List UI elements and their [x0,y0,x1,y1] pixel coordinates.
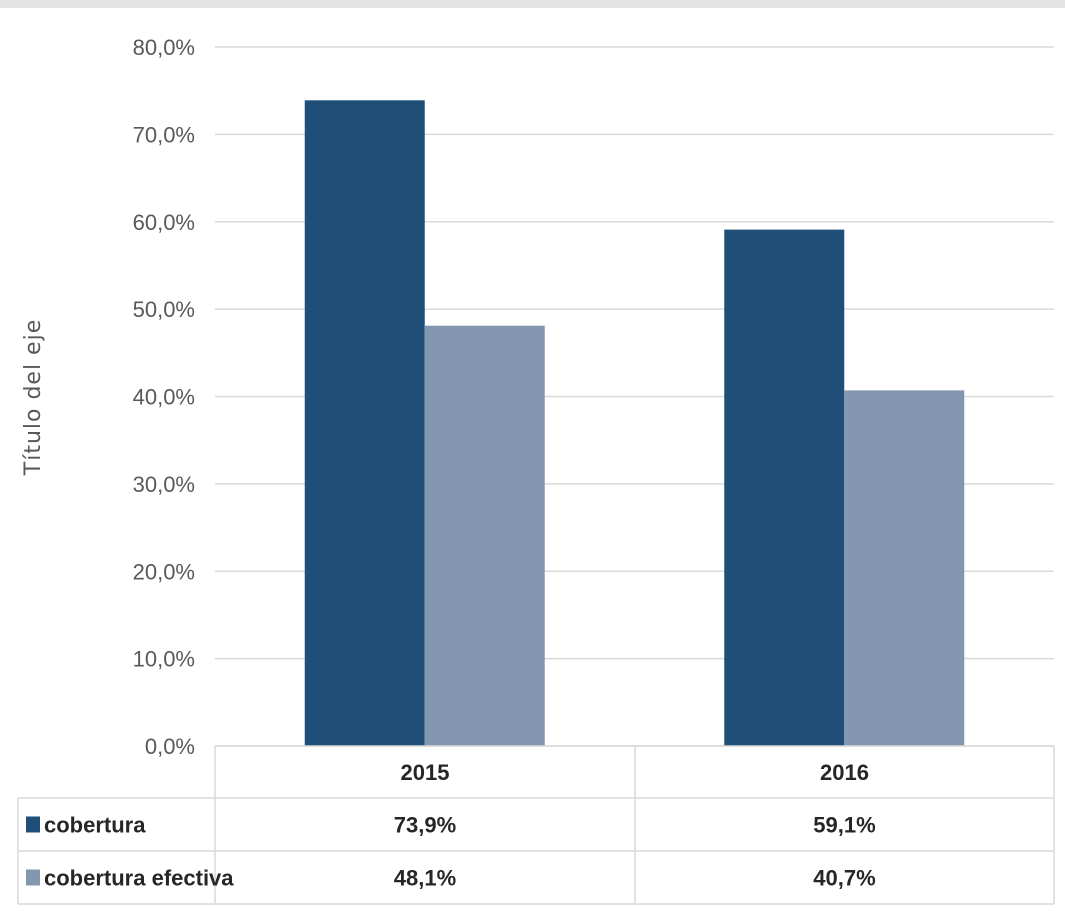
y-axis-title: Título del eje [21,319,46,476]
y-tick-label: 40,0% [133,385,195,410]
data-value-label: 48,1% [394,866,456,891]
data-value-label: 73,9% [394,813,456,838]
top-border [0,0,1065,8]
bar-cobertura-efectiva-2016 [844,390,965,746]
legend-label: cobertura [44,813,146,838]
y-tick-label: 30,0% [133,472,195,497]
y-tick-label: 70,0% [133,122,195,147]
x-tick-label: 2016 [820,760,869,785]
y-tick-label: 60,0% [133,210,195,235]
bar-cobertura-efectiva-2015 [424,325,545,746]
data-table: 2015 2016 cobertura 73,9% 59,1% cobertura efe… [17,745,1055,905]
legend-label: cobertura efectiva [44,866,234,891]
data-value-label: 59,1% [813,813,875,838]
y-axis-tick-labels: 0,0% 10,0% 20,0% 30,0% 40,0% 50,0% 60,0% 70,0% 8… [133,35,195,759]
bar-cobertura-2015 [304,100,425,746]
y-tick-label: 0,0% [145,734,195,759]
bar-cobertura-2016 [724,229,845,746]
data-value-label: 40,7% [813,866,875,891]
y-tick-label: 20,0% [133,559,195,584]
x-tick-label: 2015 [401,760,450,785]
bars [304,100,965,746]
y-tick-label: 80,0% [133,35,195,60]
y-tick-label: 50,0% [133,297,195,322]
legend-key-cobertura [26,816,40,833]
y-tick-label: 10,0% [133,647,195,672]
legend-key-cobertura-efectiva [26,869,40,886]
